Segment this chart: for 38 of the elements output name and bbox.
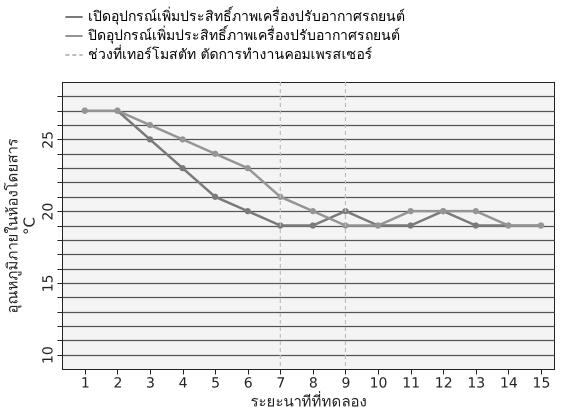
y-tick-label: 20 xyxy=(40,202,56,221)
point xyxy=(472,208,479,214)
legend-label: ช่วงที่เทอร์โมสตัท ตัดการทำงานคอมเพรสเซอร์ xyxy=(88,45,372,63)
legend-label: เปิดอุปกรณ์เพิ่มประสิทธิ์ภาพเครื่องปรับอากาศรถยนต์ xyxy=(88,6,405,25)
point xyxy=(310,222,316,229)
x-tick-label: 15 xyxy=(532,376,550,392)
y-tick-label: 15 xyxy=(40,274,56,292)
x-tick-label: 3 xyxy=(146,376,155,392)
x-axis-title: ระยะนาทีที่ทดลอง xyxy=(250,390,366,410)
x-tick-label: 10 xyxy=(370,376,388,392)
point xyxy=(179,164,186,172)
x-tick-label: 1 xyxy=(80,376,90,392)
point xyxy=(407,208,414,214)
x-tick-label: 4 xyxy=(178,376,188,392)
x-tick-label: 11 xyxy=(402,376,420,392)
x-tick-label: 14 xyxy=(500,376,518,392)
y-tick-label: 25 xyxy=(40,130,56,149)
point xyxy=(244,208,251,214)
x-tick-label: 13 xyxy=(467,376,486,392)
y-tick-label: 10 xyxy=(40,346,56,364)
y-axis-title: อุณหภูมิภายในห้องโดยสาร °C xyxy=(4,138,38,314)
x-tick-label: 5 xyxy=(211,376,220,392)
x-tick-label: 8 xyxy=(308,376,318,392)
point xyxy=(244,164,251,172)
point xyxy=(146,122,154,128)
point xyxy=(310,208,316,214)
x-tick-label: 6 xyxy=(244,376,253,392)
x-tick-label: 7 xyxy=(276,376,286,392)
point xyxy=(146,136,154,143)
point xyxy=(179,136,186,143)
point xyxy=(212,194,218,200)
x-tick-label: 2 xyxy=(113,376,122,392)
point xyxy=(212,150,218,157)
x-tick-label: 12 xyxy=(434,376,453,392)
point xyxy=(407,222,414,229)
legend-label: ปิดอุปกรณ์เพิ่มประสิทธิ์ภาพเครื่องปรับอากาศรถยนต์ xyxy=(88,25,400,44)
x-tick-label: 9 xyxy=(342,376,350,392)
point xyxy=(472,222,479,229)
